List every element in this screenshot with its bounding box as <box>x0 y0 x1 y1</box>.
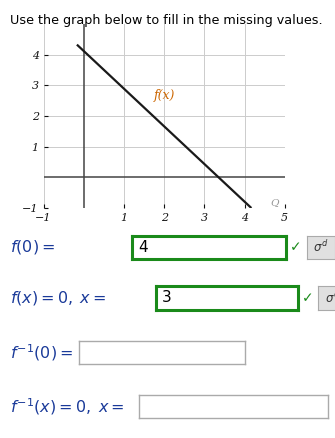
Text: f(x): f(x) <box>154 89 176 102</box>
Text: $f^{-1}(x) = 0, \; x =$: $f^{-1}(x) = 0, \; x =$ <box>10 396 124 417</box>
Text: $\sigma^d$: $\sigma^d$ <box>313 240 328 255</box>
Text: $f(x) = 0, \; x =$: $f(x) = 0, \; x =$ <box>10 289 106 307</box>
Text: $\sigma^d$: $\sigma^d$ <box>325 290 335 306</box>
Text: ✓: ✓ <box>290 240 302 254</box>
Text: 3: 3 <box>161 290 171 305</box>
Text: $f^{-1}(0) =$: $f^{-1}(0) =$ <box>10 342 73 363</box>
Text: $f(0) =$: $f(0) =$ <box>10 238 55 257</box>
Text: Q: Q <box>270 198 279 207</box>
Text: 4: 4 <box>138 240 148 255</box>
Text: ✓: ✓ <box>302 291 313 305</box>
Text: Use the graph below to fill in the missing values.: Use the graph below to fill in the missi… <box>10 14 323 27</box>
